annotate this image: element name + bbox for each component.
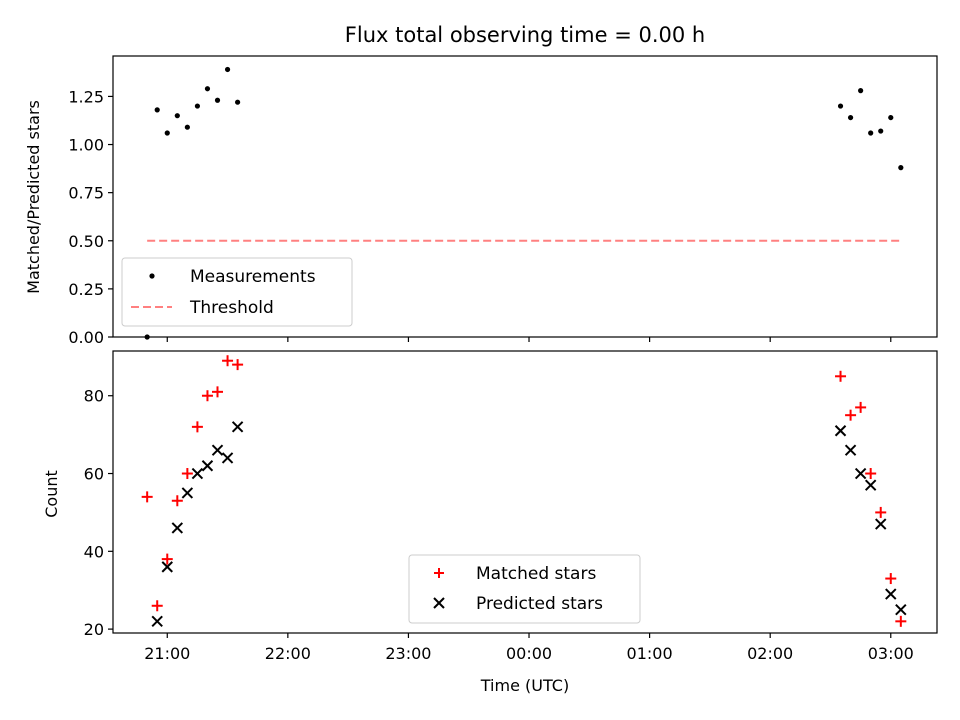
matched-stars-point — [835, 370, 847, 382]
y-tick-label: 0.00 — [68, 328, 104, 347]
measurement-point — [164, 130, 170, 136]
measurement-point — [898, 165, 904, 171]
y-axis-label: Matched/Predicted stars — [24, 100, 43, 294]
measurement-point — [154, 107, 160, 113]
measurement-point — [837, 103, 844, 109]
measurement-point — [224, 66, 231, 73]
predicted-stars-point — [895, 603, 907, 616]
measurement-point — [214, 97, 221, 103]
matched-stars-point — [151, 600, 163, 612]
predicted-stars-point — [231, 421, 244, 433]
measurement-point — [858, 88, 864, 94]
measurement-point — [878, 128, 884, 134]
predicted-stars-point — [201, 460, 214, 472]
count-chart: Count Time (UTC) 21:00 22:00 23:00 00:00 01:… — [42, 350, 938, 695]
measurement-point — [888, 114, 894, 121]
x-axis-ticks: 21:00 22:00 23:00 00:00 01:00 02:00 03:00 — [144, 633, 914, 663]
x-tick-label: 22:00 — [265, 644, 311, 663]
legend-frame — [121, 257, 353, 327]
legend-marker-predicted — [433, 597, 445, 609]
matched-stars-point — [885, 573, 897, 585]
x-axis-ticks — [166, 337, 892, 342]
matched-stars-point — [161, 553, 173, 565]
predicted-stars-point — [171, 522, 184, 534]
legend-marker-matched — [434, 568, 444, 578]
y-tick-label: 80 — [84, 387, 104, 406]
matched-stars-point — [171, 495, 183, 507]
matched-stars-point — [865, 468, 877, 480]
y-axis-label: Count — [42, 470, 61, 518]
predicted-stars-point — [844, 444, 857, 456]
predicted-stars-point — [854, 467, 867, 480]
predicted-stars-point — [161, 561, 173, 573]
matched-stars-point — [201, 390, 213, 402]
ratio-chart: Flux total observing time = 0.00 h Match… — [24, 23, 938, 347]
x-tick-label: 02:00 — [747, 644, 793, 663]
x-tick-label: 21:00 — [144, 644, 190, 663]
measurement-point — [235, 99, 241, 105]
predicted-stars-point — [151, 615, 163, 628]
measurement-point — [174, 113, 180, 119]
legend-label-predicted: Predicted stars — [476, 594, 603, 614]
y-tick-label: 0.25 — [68, 280, 104, 299]
x-tick-label: 23:00 — [385, 644, 431, 663]
matched-stars-point — [191, 421, 203, 433]
legend-marker-measurements — [149, 273, 155, 279]
predicted-stars-point — [221, 452, 234, 464]
y-axis-ticks: 0.00 0.25 0.50 0.75 1.00 1.25 — [68, 87, 113, 347]
y-axis-ticks: 20 40 60 80 — [84, 387, 113, 639]
legend: Matched stars Predicted stars — [408, 554, 641, 624]
measurement-point — [194, 103, 201, 109]
chart-title: Flux total observing time = 0.00 h — [345, 23, 705, 47]
plot-frame — [112, 55, 938, 338]
y-tick-label: 40 — [84, 542, 104, 561]
plot-series — [141, 355, 907, 628]
matched-stars-point — [222, 355, 234, 367]
matched-stars-point — [232, 359, 244, 371]
predicted-stars-point — [864, 479, 877, 491]
legend: Measurements Threshold — [121, 257, 353, 327]
y-tick-label: 1.25 — [68, 87, 104, 106]
y-tick-label: 60 — [84, 465, 104, 484]
matched-stars-point — [181, 468, 193, 480]
measurement-point — [204, 86, 211, 92]
predicted-stars-point — [191, 467, 204, 480]
measurement-point — [847, 114, 854, 121]
predicted-stars-point — [181, 487, 194, 499]
y-tick-label: 20 — [84, 620, 104, 639]
x-axis-label: Time (UTC) — [480, 676, 569, 695]
matched-stars-point — [212, 386, 224, 398]
legend-label-matched: Matched stars — [476, 564, 596, 584]
matched-stars-point — [855, 401, 867, 413]
matched-stars-point — [141, 491, 153, 503]
legend-label-measurements: Measurements — [190, 267, 316, 287]
predicted-stars-point — [211, 444, 224, 456]
y-tick-label: 0.50 — [68, 232, 104, 251]
matched-stars-point — [875, 506, 887, 518]
legend-frame — [408, 554, 641, 624]
predicted-stars-point — [834, 425, 847, 437]
measurement-point — [184, 124, 190, 130]
matched-stars-point — [895, 615, 907, 627]
legend-label-threshold: Threshold — [189, 298, 274, 318]
y-tick-label: 1.00 — [68, 136, 104, 155]
plot-frame — [112, 350, 938, 634]
y-tick-label: 0.75 — [68, 184, 104, 203]
plot-series — [144, 66, 904, 340]
x-tick-label: 01:00 — [627, 644, 673, 663]
x-tick-label: 03:00 — [868, 644, 914, 663]
predicted-stars-point — [885, 588, 897, 600]
predicted-stars-point — [875, 518, 887, 530]
measurement-point — [868, 130, 874, 136]
matched-stars-point — [845, 409, 857, 421]
x-tick-label: 00:00 — [506, 644, 552, 663]
